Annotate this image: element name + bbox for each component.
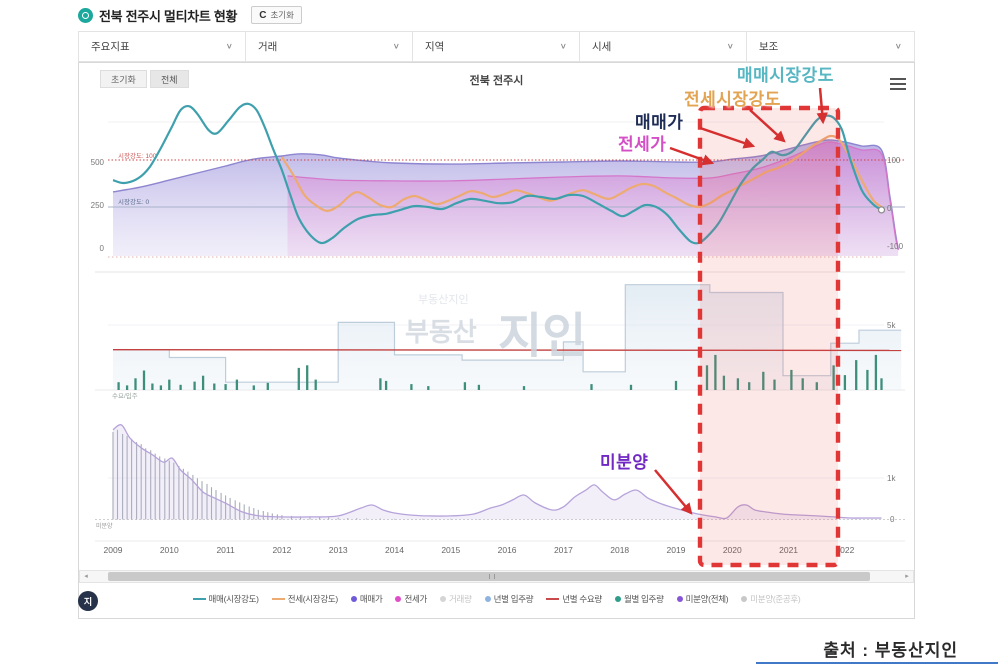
chevron-down-icon: ∨ [225,42,233,51]
legend-label: 전세(시장강도) [287,594,338,604]
menu-icon[interactable] [890,78,906,90]
dropdown-price[interactable]: 시세 ∨ [579,31,747,62]
scrollbar-thumb[interactable] [108,572,870,581]
legend-item-4[interactable]: 거래량 [440,593,472,605]
chart-all-button[interactable]: 전체 [150,70,189,88]
legend-line-swatch [546,598,560,600]
app-logo-icon [78,7,93,23]
scroll-left-icon[interactable]: ◂ [84,573,88,580]
legend-label: 미분양(준공후) [750,594,801,604]
chart-panel [78,62,915,619]
annotation-unsold: 미분양 [600,453,649,472]
legend-label: 매매가 [359,594,383,604]
app-header: 전북 전주시 멀티차트 현황 C 초기화 [78,4,302,26]
annotation-jeonse-strength: 전세시장강도 [684,90,781,109]
legend-item-6[interactable]: 년별 수요량 [546,593,602,605]
annotation-jeonse-price: 전세가 [618,135,667,154]
legend-item-1[interactable]: 전세(시장강도) [271,593,338,605]
dropdown-region[interactable]: 지역 ∨ [412,31,580,62]
legend-item-3[interactable]: 전세가 [395,593,427,605]
legend-label: 월별 입주량 [623,594,664,604]
dropdown-transaction[interactable]: 거래 ∨ [245,31,413,62]
chart-reset-button[interactable]: 초기화 [100,70,147,88]
legend-label: 거래량 [449,594,472,604]
refresh-icon: C [259,9,267,21]
annotation-sale-price: 매매가 [635,113,684,132]
legend-label: 매매(시장강도) [208,594,259,604]
footer-underline [756,662,998,664]
legend-item-9[interactable]: 미분양(준공후) [741,593,801,605]
chart-h-scrollbar: ◂ ▸ [79,570,914,583]
legend-label: 미분양(전체) [685,594,729,604]
legend-dot-swatch [741,596,748,602]
legend-item-2[interactable]: 매매가 [350,593,383,605]
chevron-down-icon: ∨ [726,42,734,51]
legend-label: 전세가 [404,594,428,604]
legend-line-swatch [271,598,285,600]
legend-dot-swatch [484,596,491,602]
legend-dot-swatch [676,596,683,602]
legend-dot-swatch [440,596,447,602]
refresh-button[interactable]: C 초기화 [251,6,302,24]
legend-item-5[interactable]: 년별 입주량 [484,593,534,605]
legend-line-swatch [192,598,206,600]
legend-dot-swatch [350,596,357,602]
page-title: 전북 전주시 멀티차트 현황 [99,8,238,24]
legend-item-8[interactable]: 미분양(전체) [676,593,729,605]
legend-dot-swatch [395,596,402,602]
chevron-down-icon: ∨ [559,42,567,51]
chart-title: 전북 전주시 [469,75,524,87]
legend-item-7[interactable]: 월별 입주량 [614,593,664,605]
chevron-down-icon: ∨ [894,42,902,51]
annotation-sale-strength: 매매시장강도 [737,66,834,85]
legend-item-0[interactable]: 매매(시장강도) [192,593,259,605]
legend-dot-swatch [614,596,621,602]
source-caption: 출처 : 부동산지인 [823,641,958,660]
dropdown-main-indicator[interactable]: 주요지표 ∨ [78,31,246,62]
scroll-right-icon[interactable]: ▸ [905,573,909,580]
dropdown-auxiliary[interactable]: 보조 ∨ [746,31,915,62]
legend-label: 년별 수요량 [562,594,602,604]
legend-label: 년별 입주량 [493,594,534,604]
chevron-down-icon: ∨ [392,42,400,51]
legend: 매매(시장강도) 전세(시장강도) 매매가 전세가 거래량 년별 입주량 년별 수요량 월별 … [78,590,915,608]
brand-logo-icon: 지 [78,591,98,611]
